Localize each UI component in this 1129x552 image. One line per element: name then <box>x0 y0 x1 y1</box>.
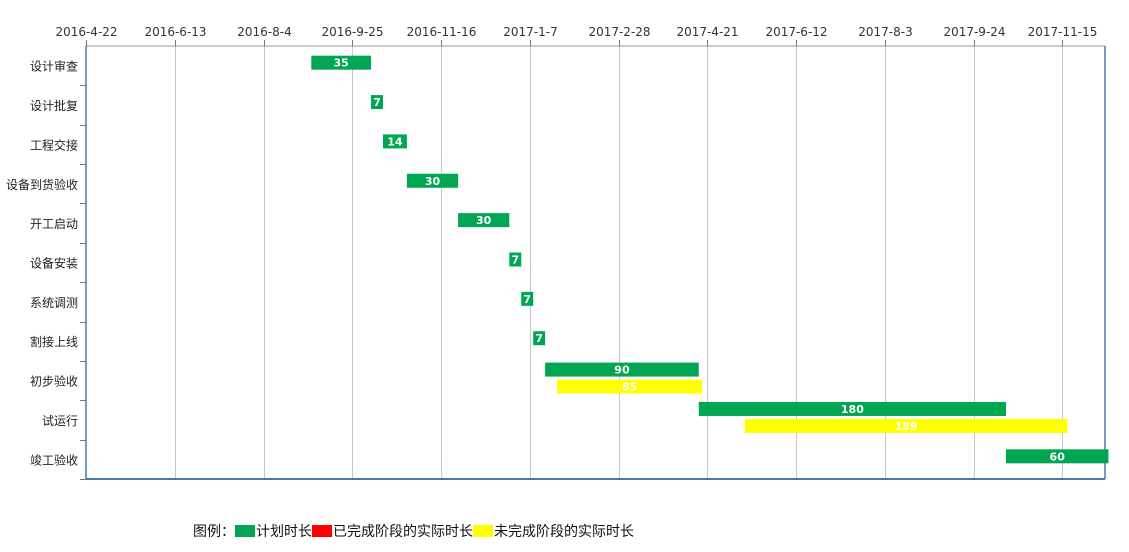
x-tick-label: 2016-4-22 <box>55 25 117 39</box>
legend-title: 图例： <box>193 524 235 540</box>
legend-item-completed-actual: 已完成阶段的实际时长 <box>312 521 473 541</box>
bar-label: 7 <box>373 96 381 109</box>
legend: 图例： 计划时长 已完成阶段的实际时长 未完成阶段的实际时长 <box>193 521 634 541</box>
task-label: 设计审查 <box>30 59 78 74</box>
task-label: 割接上线 <box>30 334 78 349</box>
task-label: 设计批复 <box>30 98 78 113</box>
task-bar <box>698 401 1007 416</box>
x-tick-label: 2017-6-12 <box>765 25 827 39</box>
bar-label: 30 <box>476 214 492 227</box>
bar-label: 189 <box>895 420 918 433</box>
x-tick-label: 2017-8-3 <box>858 25 912 39</box>
y-axis-ticks: 设计审查设计批复工程交接设备到货验收开工启动设备安装系统调测割接上线初步验收试运… <box>6 59 86 480</box>
bar-label: 35 <box>334 57 349 70</box>
task-label: 竣工验收 <box>30 452 78 467</box>
bar-label: 85 <box>622 381 637 394</box>
bar-label: 7 <box>535 332 543 345</box>
task-bar <box>458 213 510 228</box>
x-tick-label: 2017-11-15 <box>1028 25 1098 39</box>
task-bar <box>533 331 546 346</box>
x-tick-label: 2017-2-28 <box>588 25 650 39</box>
x-axis-ticks: 2016-4-22 2016-6-13 2016-8-4 2016-9-25 2016-… <box>55 25 1097 46</box>
legend-label-completed-actual: 已完成阶段的实际时长 <box>333 524 473 540</box>
task-label: 开工启动 <box>30 217 78 231</box>
task-bar <box>509 252 522 267</box>
legend-swatch-completed-actual <box>312 525 332 537</box>
task-bar <box>371 95 383 110</box>
task-bar <box>744 418 1068 433</box>
bar-label: 30 <box>425 175 441 188</box>
legend-label-planned: 计划时长 <box>256 524 312 540</box>
x-tick-label: 2016-8-4 <box>237 25 291 39</box>
task-label: 设备到货验收 <box>6 177 78 192</box>
legend-item-incomplete-actual: 未完成阶段的实际时长 <box>473 521 634 541</box>
task-label: 设备安装 <box>30 256 78 271</box>
task-bar <box>406 173 459 188</box>
task-bars: 35 7 14 30 30 7 7 7 90 85 180 189 60 <box>311 55 1109 464</box>
x-tick-label: 2017-1-7 <box>503 25 557 39</box>
task-bar <box>311 55 372 70</box>
bar-label: 180 <box>841 403 864 416</box>
task-label: 试运行 <box>42 413 78 428</box>
bar-label: 14 <box>387 135 403 148</box>
x-tick-label: 2016-11-16 <box>407 25 477 39</box>
x-tick-label: 2016-6-13 <box>144 25 206 39</box>
task-bar <box>521 291 534 306</box>
task-label: 系统调测 <box>30 296 78 310</box>
task-label: 工程交接 <box>30 137 78 152</box>
legend-label-incomplete-actual: 未完成阶段的实际时长 <box>494 524 634 540</box>
axes <box>85 45 1106 480</box>
task-bar <box>557 379 703 394</box>
task-bar <box>1006 449 1109 464</box>
task-bar <box>545 362 699 377</box>
legend-item-planned: 计划时长 <box>235 521 312 541</box>
x-tick-label: 2017-4-21 <box>676 25 738 39</box>
gantt-chart-svg: 2016-4-22 2016-6-13 2016-8-4 2016-9-25 2016-… <box>6 25 1109 480</box>
x-tick-label: 2016-9-25 <box>321 25 383 39</box>
legend-swatch-incomplete-actual <box>473 525 493 537</box>
bar-label: 7 <box>523 293 531 306</box>
x-tick-label: 2017-9-24 <box>943 25 1005 39</box>
bar-label: 7 <box>511 254 519 267</box>
task-label: 初步验收 <box>30 374 78 389</box>
bar-label: 90 <box>614 364 630 377</box>
legend-swatch-planned <box>235 525 255 537</box>
task-bar <box>382 134 407 149</box>
bar-label: 60 <box>1050 450 1066 463</box>
